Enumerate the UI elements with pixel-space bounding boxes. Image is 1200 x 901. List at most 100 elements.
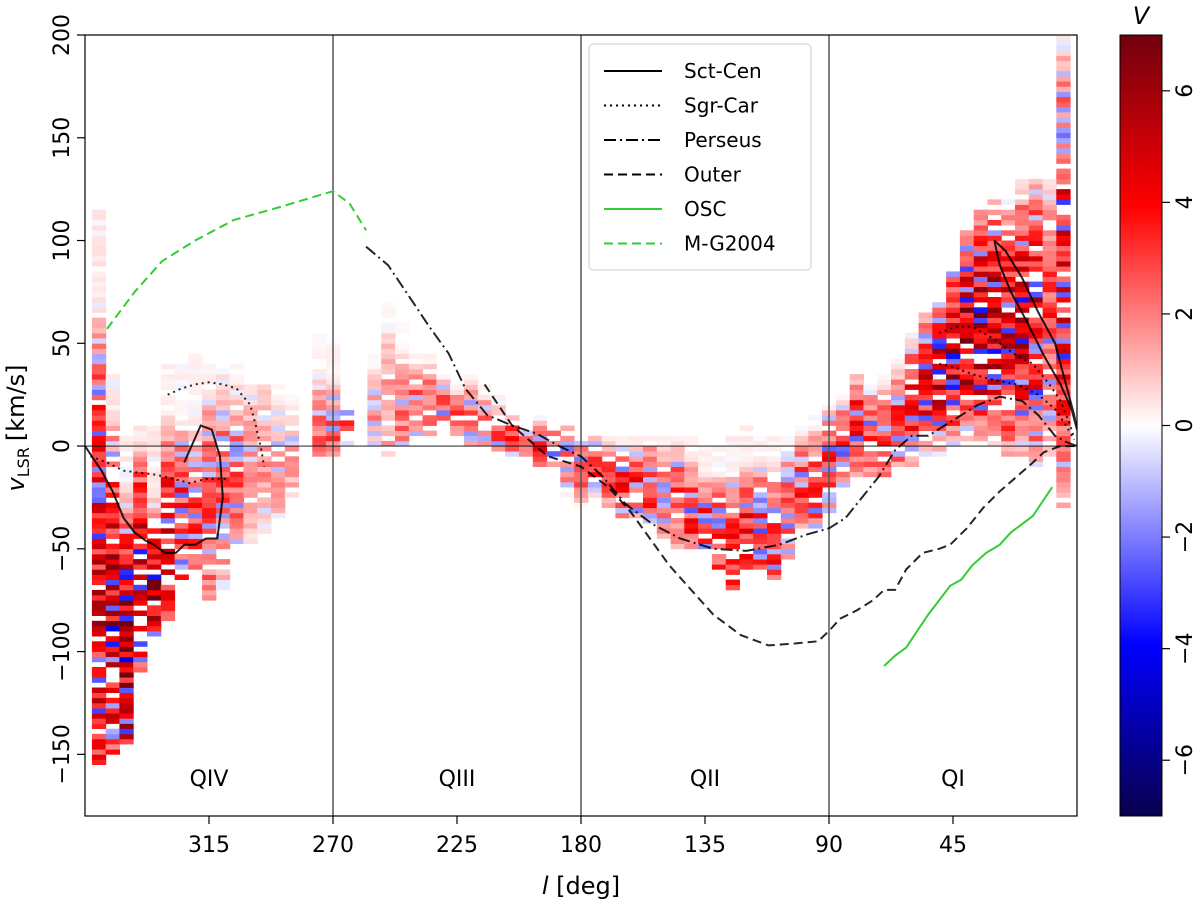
heatmap-cell [1056, 415, 1071, 421]
heatmap-cell [670, 502, 685, 509]
heatmap-cell [133, 435, 148, 442]
heatmap-cell [436, 404, 451, 411]
heatmap-column [767, 435, 782, 580]
heatmap-cell [767, 446, 782, 452]
heatmap-cell [835, 461, 851, 467]
spiral-arm-curves [85, 190, 1077, 667]
heatmap-cell [160, 430, 176, 437]
heatmap-cell [615, 507, 630, 514]
heatmap-cell [987, 358, 1002, 365]
heatmap-cell [133, 559, 148, 565]
heatmap-cell [1001, 343, 1016, 349]
x-tick-label: 90 [815, 833, 843, 858]
heatmap-cell [904, 420, 920, 426]
heatmap-cell [973, 322, 988, 329]
heatmap-cell [91, 317, 107, 324]
heatmap-cell [1001, 384, 1016, 390]
heatmap-cell [174, 554, 189, 560]
heatmap-cell [725, 559, 740, 565]
heatmap-cell [546, 430, 561, 437]
heatmap-cell [973, 261, 988, 267]
heatmap-cell [91, 358, 107, 365]
heatmap-cell [1056, 112, 1071, 118]
heatmap-cell [904, 358, 920, 365]
heatmap-cell [932, 312, 947, 318]
heatmap-cell [91, 687, 107, 693]
heatmap-cell [1015, 348, 1030, 354]
heatmap-cell [188, 466, 203, 473]
curve-sgr-car [938, 325, 1076, 439]
heatmap-cell [767, 440, 782, 447]
heatmap-cell [987, 394, 1002, 401]
heatmap-cell [1042, 338, 1057, 344]
heatmap-cell [1028, 425, 1044, 431]
heatmap-cell [284, 492, 300, 498]
heatmap-cell [849, 440, 864, 447]
heatmap-cell [753, 502, 768, 509]
heatmap-cell [767, 559, 782, 565]
heatmap-cell [215, 574, 231, 580]
heatmap-cell [395, 348, 410, 354]
heatmap-cell [601, 446, 616, 452]
legend-label: M-G2004 [684, 232, 776, 256]
heatmap-cell [904, 369, 920, 375]
heatmap-cell [91, 333, 107, 339]
heatmap-cell [450, 384, 465, 390]
heatmap-cell [959, 404, 975, 411]
heatmap-cell [284, 440, 300, 447]
heatmap-cell [229, 410, 244, 416]
heatmap-cell [243, 538, 258, 544]
heatmap-cell [959, 281, 975, 288]
heatmap-cell [147, 512, 162, 519]
heatmap-cell [91, 456, 107, 462]
heatmap-cell [946, 358, 961, 365]
heatmap-cell [670, 507, 685, 514]
heatmap-cell [119, 651, 134, 658]
heatmap-cell [1028, 225, 1044, 231]
heatmap-cell [105, 728, 120, 735]
heatmap-cell [91, 579, 107, 586]
heatmap-cell [436, 399, 451, 406]
heatmap-cell [780, 548, 796, 555]
heatmap-cell [973, 225, 988, 231]
heatmap-cell [932, 317, 947, 324]
heatmap-cell [643, 446, 658, 452]
heatmap-cell [1001, 410, 1016, 416]
heatmap-cell [987, 266, 1002, 272]
heatmap-column [877, 374, 892, 478]
heatmap-cell [91, 379, 107, 385]
heatmap-cell [160, 471, 176, 478]
heatmap-cell [753, 528, 768, 534]
heatmap-cell [849, 394, 864, 401]
heatmap-cell [1028, 348, 1044, 354]
heatmap-cell [1015, 297, 1030, 303]
heatmap-column [422, 353, 437, 437]
heatmap-cell [381, 384, 396, 390]
heatmap-cell [312, 404, 327, 411]
heatmap-cell [312, 343, 327, 349]
heatmap-cell [959, 399, 975, 406]
heatmap-cell [1015, 255, 1030, 262]
heatmap-cell [1015, 189, 1030, 195]
heatmap-cell [215, 456, 231, 462]
heatmap-cell [1015, 394, 1030, 401]
heatmap-cell [877, 389, 892, 395]
heatmap-cell [312, 399, 327, 406]
heatmap-cell [229, 482, 244, 488]
heatmap-cell [133, 446, 148, 452]
heatmap-cell [1001, 255, 1016, 262]
heatmap-cell [973, 209, 988, 216]
heatmap-cell [780, 482, 796, 488]
heatmap-cell [91, 415, 107, 421]
heatmap-cell [147, 440, 162, 447]
heatmap-cell [987, 399, 1002, 406]
heatmap-cell [147, 610, 162, 616]
heatmap-cell [863, 456, 878, 462]
heatmap-cell [1001, 451, 1016, 457]
heatmap-cell [105, 415, 120, 421]
heatmap-cell [1028, 461, 1044, 467]
heatmap-cell [243, 435, 258, 442]
heatmap-column [587, 435, 603, 498]
heatmap-cell [188, 379, 203, 385]
heatmap-cell [133, 651, 148, 658]
